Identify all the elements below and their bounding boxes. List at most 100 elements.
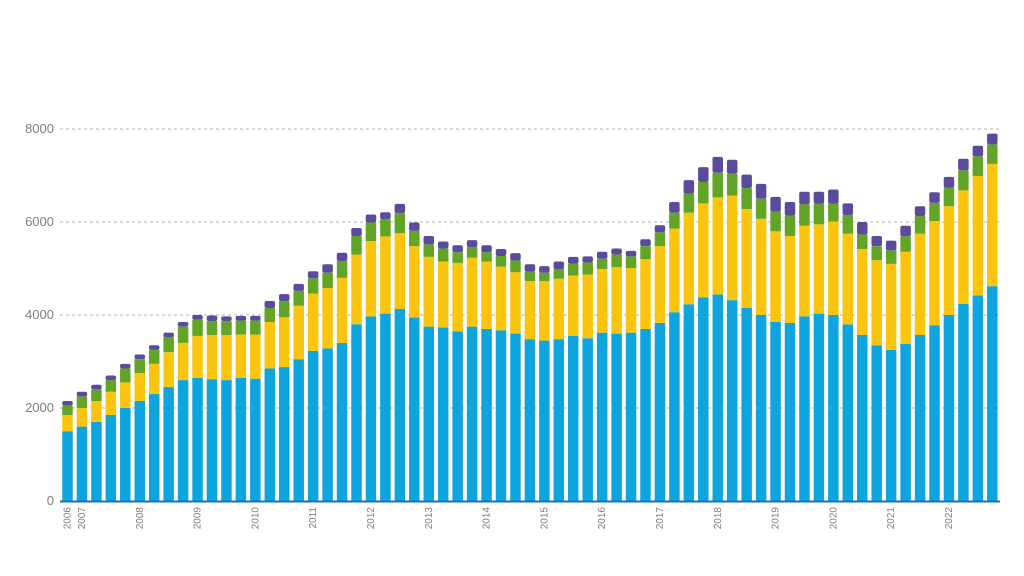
bar-segment-0 xyxy=(322,348,333,501)
x-tick-label: 2014 xyxy=(482,507,493,530)
bar-segment-0 xyxy=(380,313,391,501)
bar-segment-1 xyxy=(307,293,319,351)
bar-segment-0 xyxy=(177,380,189,501)
bar-segment-0 xyxy=(134,401,145,501)
bar-segment-3 xyxy=(799,191,810,205)
bar-segment-1 xyxy=(726,195,738,301)
bar-segment-2 xyxy=(784,215,796,236)
bar-segment-3 xyxy=(914,206,926,216)
x-tick-label: 2006 xyxy=(63,507,74,530)
bar-segment-0 xyxy=(755,315,767,501)
bar-segment-1 xyxy=(163,352,174,388)
bar-segment-2 xyxy=(134,359,145,374)
bar-segment-3 xyxy=(712,156,723,173)
bar-segment-0 xyxy=(726,300,738,501)
bar-segment-0 xyxy=(365,316,377,501)
bar-segment-3 xyxy=(192,315,203,320)
bar-segment-2 xyxy=(235,320,247,335)
bar-segment-3 xyxy=(943,176,955,188)
bar-segment-0 xyxy=(900,343,911,501)
bar-segment-0 xyxy=(192,377,203,501)
bar-segment-0 xyxy=(221,380,232,501)
bar-segment-0 xyxy=(553,339,565,501)
bars xyxy=(62,133,998,502)
bar-segment-1 xyxy=(842,233,854,325)
bar-segment-0 xyxy=(914,335,926,501)
bar-segment-1 xyxy=(221,335,232,381)
bar-segment-3 xyxy=(91,384,102,390)
bar-segment-3 xyxy=(553,261,565,269)
bar-segment-2 xyxy=(611,254,622,268)
bar-segment-1 xyxy=(611,267,622,334)
bar-segment-1 xyxy=(654,246,666,323)
bar-segment-1 xyxy=(134,373,145,402)
bar-segment-2 xyxy=(741,188,752,209)
bar-segment-2 xyxy=(91,389,102,402)
bar-segment-2 xyxy=(799,204,810,226)
bar-segment-3 xyxy=(510,253,521,261)
bar-segment-3 xyxy=(279,294,290,302)
bar-segment-2 xyxy=(625,256,637,269)
bar-segment-3 xyxy=(669,202,680,213)
bar-segment-3 xyxy=(177,321,189,327)
bar-segment-1 xyxy=(698,203,709,298)
y-tick-label: 8000 xyxy=(25,121,54,136)
bar-segment-2 xyxy=(394,213,406,234)
bar-segment-0 xyxy=(91,421,102,501)
bar-segment-3 xyxy=(625,250,637,257)
bar-segment-0 xyxy=(654,322,666,501)
bar-segment-3 xyxy=(76,391,88,397)
bar-segment-0 xyxy=(813,313,825,501)
bar-segment-2 xyxy=(683,193,695,213)
bar-segment-2 xyxy=(596,258,608,269)
bar-segment-3 xyxy=(755,183,767,199)
bar-segment-1 xyxy=(336,277,348,343)
bar-segment-3 xyxy=(842,203,854,216)
bar-segment-2 xyxy=(640,246,651,260)
bar-segment-2 xyxy=(828,203,839,222)
x-tick-label: 2020 xyxy=(828,507,839,530)
bar-segment-2 xyxy=(307,278,319,294)
bar-segment-0 xyxy=(524,339,536,501)
bar-segment-3 xyxy=(423,235,434,245)
bar-segment-0 xyxy=(120,408,131,501)
bar-segment-0 xyxy=(409,317,420,501)
bar-segment-3 xyxy=(394,203,406,214)
bar-segment-1 xyxy=(466,257,478,327)
bar-segment-2 xyxy=(206,321,218,335)
bar-segment-3 xyxy=(654,225,666,233)
bar-segment-3 xyxy=(871,235,882,247)
bar-segment-3 xyxy=(611,248,622,255)
bar-segment-2 xyxy=(885,250,897,264)
bar-segment-1 xyxy=(250,334,261,379)
bar-segment-3 xyxy=(987,133,998,145)
bar-segment-2 xyxy=(62,405,73,415)
bar-segment-0 xyxy=(784,322,796,501)
bar-segment-0 xyxy=(929,325,940,501)
bar-segment-0 xyxy=(596,332,608,501)
bar-segment-1 xyxy=(813,224,825,314)
bar-segment-2 xyxy=(958,170,969,191)
bar-segment-1 xyxy=(568,275,579,336)
bar-segment-0 xyxy=(62,431,73,501)
bar-segment-1 xyxy=(437,261,449,328)
bar-segment-0 xyxy=(842,324,854,501)
bar-segment-3 xyxy=(582,256,593,263)
bar-segment-0 xyxy=(539,340,550,501)
bar-segment-0 xyxy=(206,379,218,501)
bar-segment-2 xyxy=(365,222,377,242)
bar-segment-1 xyxy=(351,254,362,325)
bar-segment-1 xyxy=(322,288,333,349)
bar-segment-1 xyxy=(958,190,969,304)
bar-segment-3 xyxy=(770,196,781,212)
bar-segment-2 xyxy=(163,337,174,353)
bar-segment-2 xyxy=(495,255,507,267)
bar-segment-0 xyxy=(611,333,622,501)
bar-segment-1 xyxy=(235,334,247,378)
bar-segment-3 xyxy=(409,222,420,231)
bar-segment-2 xyxy=(582,262,593,275)
bar-segment-0 xyxy=(437,327,449,501)
bar-segment-2 xyxy=(842,215,854,234)
bar-segment-2 xyxy=(380,219,391,237)
bar-segment-1 xyxy=(755,218,767,315)
